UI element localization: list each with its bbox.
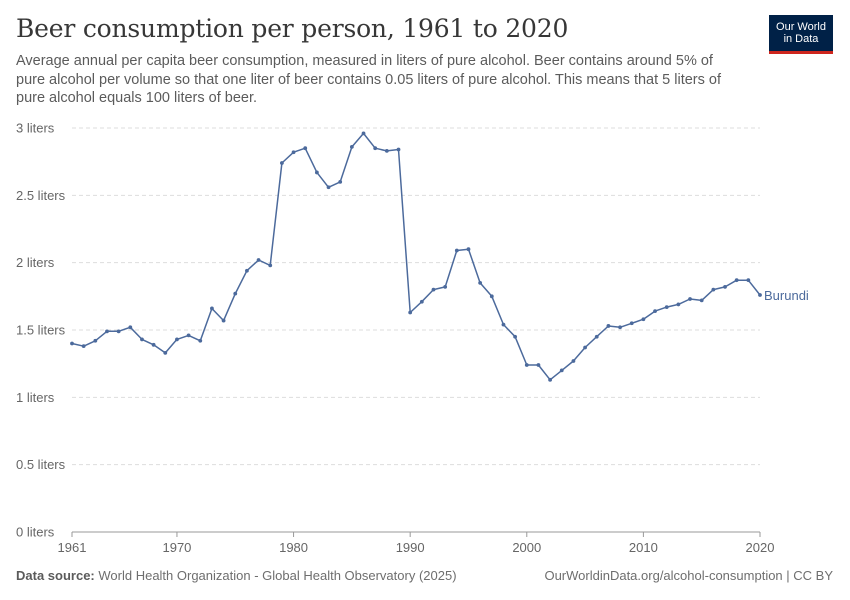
data-point xyxy=(163,350,168,355)
data-point xyxy=(186,333,191,338)
data-point xyxy=(128,325,133,330)
data-point xyxy=(513,334,518,339)
data-point xyxy=(419,299,424,304)
data-point xyxy=(361,131,366,136)
data-point xyxy=(268,263,273,268)
y-tick-label: 1.5 liters xyxy=(16,323,66,338)
data-point xyxy=(93,338,98,343)
data-point xyxy=(524,363,529,367)
data-point xyxy=(571,359,576,363)
data-point xyxy=(373,146,378,151)
data-point xyxy=(723,285,727,289)
owid-logo[interactable]: Our World in Data xyxy=(769,15,833,54)
data-point xyxy=(70,341,74,346)
x-tick-label: 2020 xyxy=(746,540,775,555)
data-point xyxy=(140,337,144,342)
logo-line-2: in Data xyxy=(783,33,819,45)
data-point xyxy=(618,325,622,330)
data-point xyxy=(349,144,354,149)
data-point xyxy=(489,294,494,299)
data-point xyxy=(245,268,249,273)
data-point xyxy=(606,324,611,328)
data-point xyxy=(711,287,716,292)
data-point xyxy=(583,345,587,350)
data-point xyxy=(221,318,226,323)
data-point xyxy=(629,321,634,326)
data-point xyxy=(338,179,343,184)
line-chart: 0 liters 0.5 liters 1 liters 1.5 liters 2 li… xyxy=(16,121,809,556)
chart-subtitle: Average annual per capita beer consumpti… xyxy=(16,53,721,106)
y-tick-label: 0.5 liters xyxy=(16,457,66,472)
data-point xyxy=(536,363,541,367)
data-point xyxy=(175,337,179,342)
data-point xyxy=(384,148,389,153)
data-point xyxy=(676,302,681,307)
x-tick-label: 1961 xyxy=(58,540,87,555)
data-point xyxy=(688,297,692,301)
series-label: Burundi xyxy=(764,288,809,303)
data-point xyxy=(466,247,471,252)
data-point xyxy=(81,344,86,349)
x-tick-label: 1990 xyxy=(396,540,425,555)
data-point xyxy=(408,310,413,315)
data-point xyxy=(548,377,553,382)
data-point xyxy=(734,278,739,283)
data-point xyxy=(431,287,436,292)
data-point xyxy=(303,146,308,151)
data-point xyxy=(699,298,704,303)
data-point xyxy=(454,248,459,253)
data-point xyxy=(758,293,762,297)
x-tick-label: 2000 xyxy=(512,540,541,555)
data-point xyxy=(314,170,319,175)
data-point xyxy=(279,161,284,165)
data-point xyxy=(653,309,657,314)
data-source-label: Data source: xyxy=(16,568,95,583)
chart-title: Beer consumption per person, 1961 to 202… xyxy=(16,14,569,43)
series-line-burundi xyxy=(71,132,761,381)
data-point xyxy=(478,280,483,285)
credit-link[interactable]: OurWorldinData.org/alcohol-consumption |… xyxy=(544,568,833,583)
x-tick-label: 1970 xyxy=(162,540,191,555)
data-point xyxy=(105,329,109,334)
y-tick-label: 3 liters xyxy=(16,121,55,136)
data-point xyxy=(501,322,506,327)
data-point xyxy=(210,306,214,311)
y-tick-label: 1 liters xyxy=(16,390,55,405)
data-source-link[interactable]: World Health Organization - Global Healt… xyxy=(98,568,457,583)
data-source: Data source: World Health Organization -… xyxy=(16,568,457,583)
y-tick-label: 2.5 liters xyxy=(16,188,66,203)
data-point xyxy=(233,291,238,296)
data-point xyxy=(594,334,599,339)
y-tick-label: 2 liters xyxy=(16,255,55,270)
data-point xyxy=(116,329,121,334)
data-point xyxy=(291,150,296,155)
data-point xyxy=(746,278,751,283)
data-point xyxy=(443,285,448,289)
data-point xyxy=(559,368,564,373)
y-tick-label: 0 liters xyxy=(16,525,55,540)
data-point xyxy=(151,342,156,347)
data-point xyxy=(326,185,331,190)
data-point xyxy=(664,305,669,310)
x-tick-label: 2010 xyxy=(629,540,658,555)
data-point xyxy=(396,147,401,152)
data-point xyxy=(198,338,203,343)
data-point xyxy=(256,258,261,262)
data-point xyxy=(641,317,646,322)
logo-line-1: Our World xyxy=(776,20,826,33)
x-tick-label: 1980 xyxy=(279,540,308,555)
